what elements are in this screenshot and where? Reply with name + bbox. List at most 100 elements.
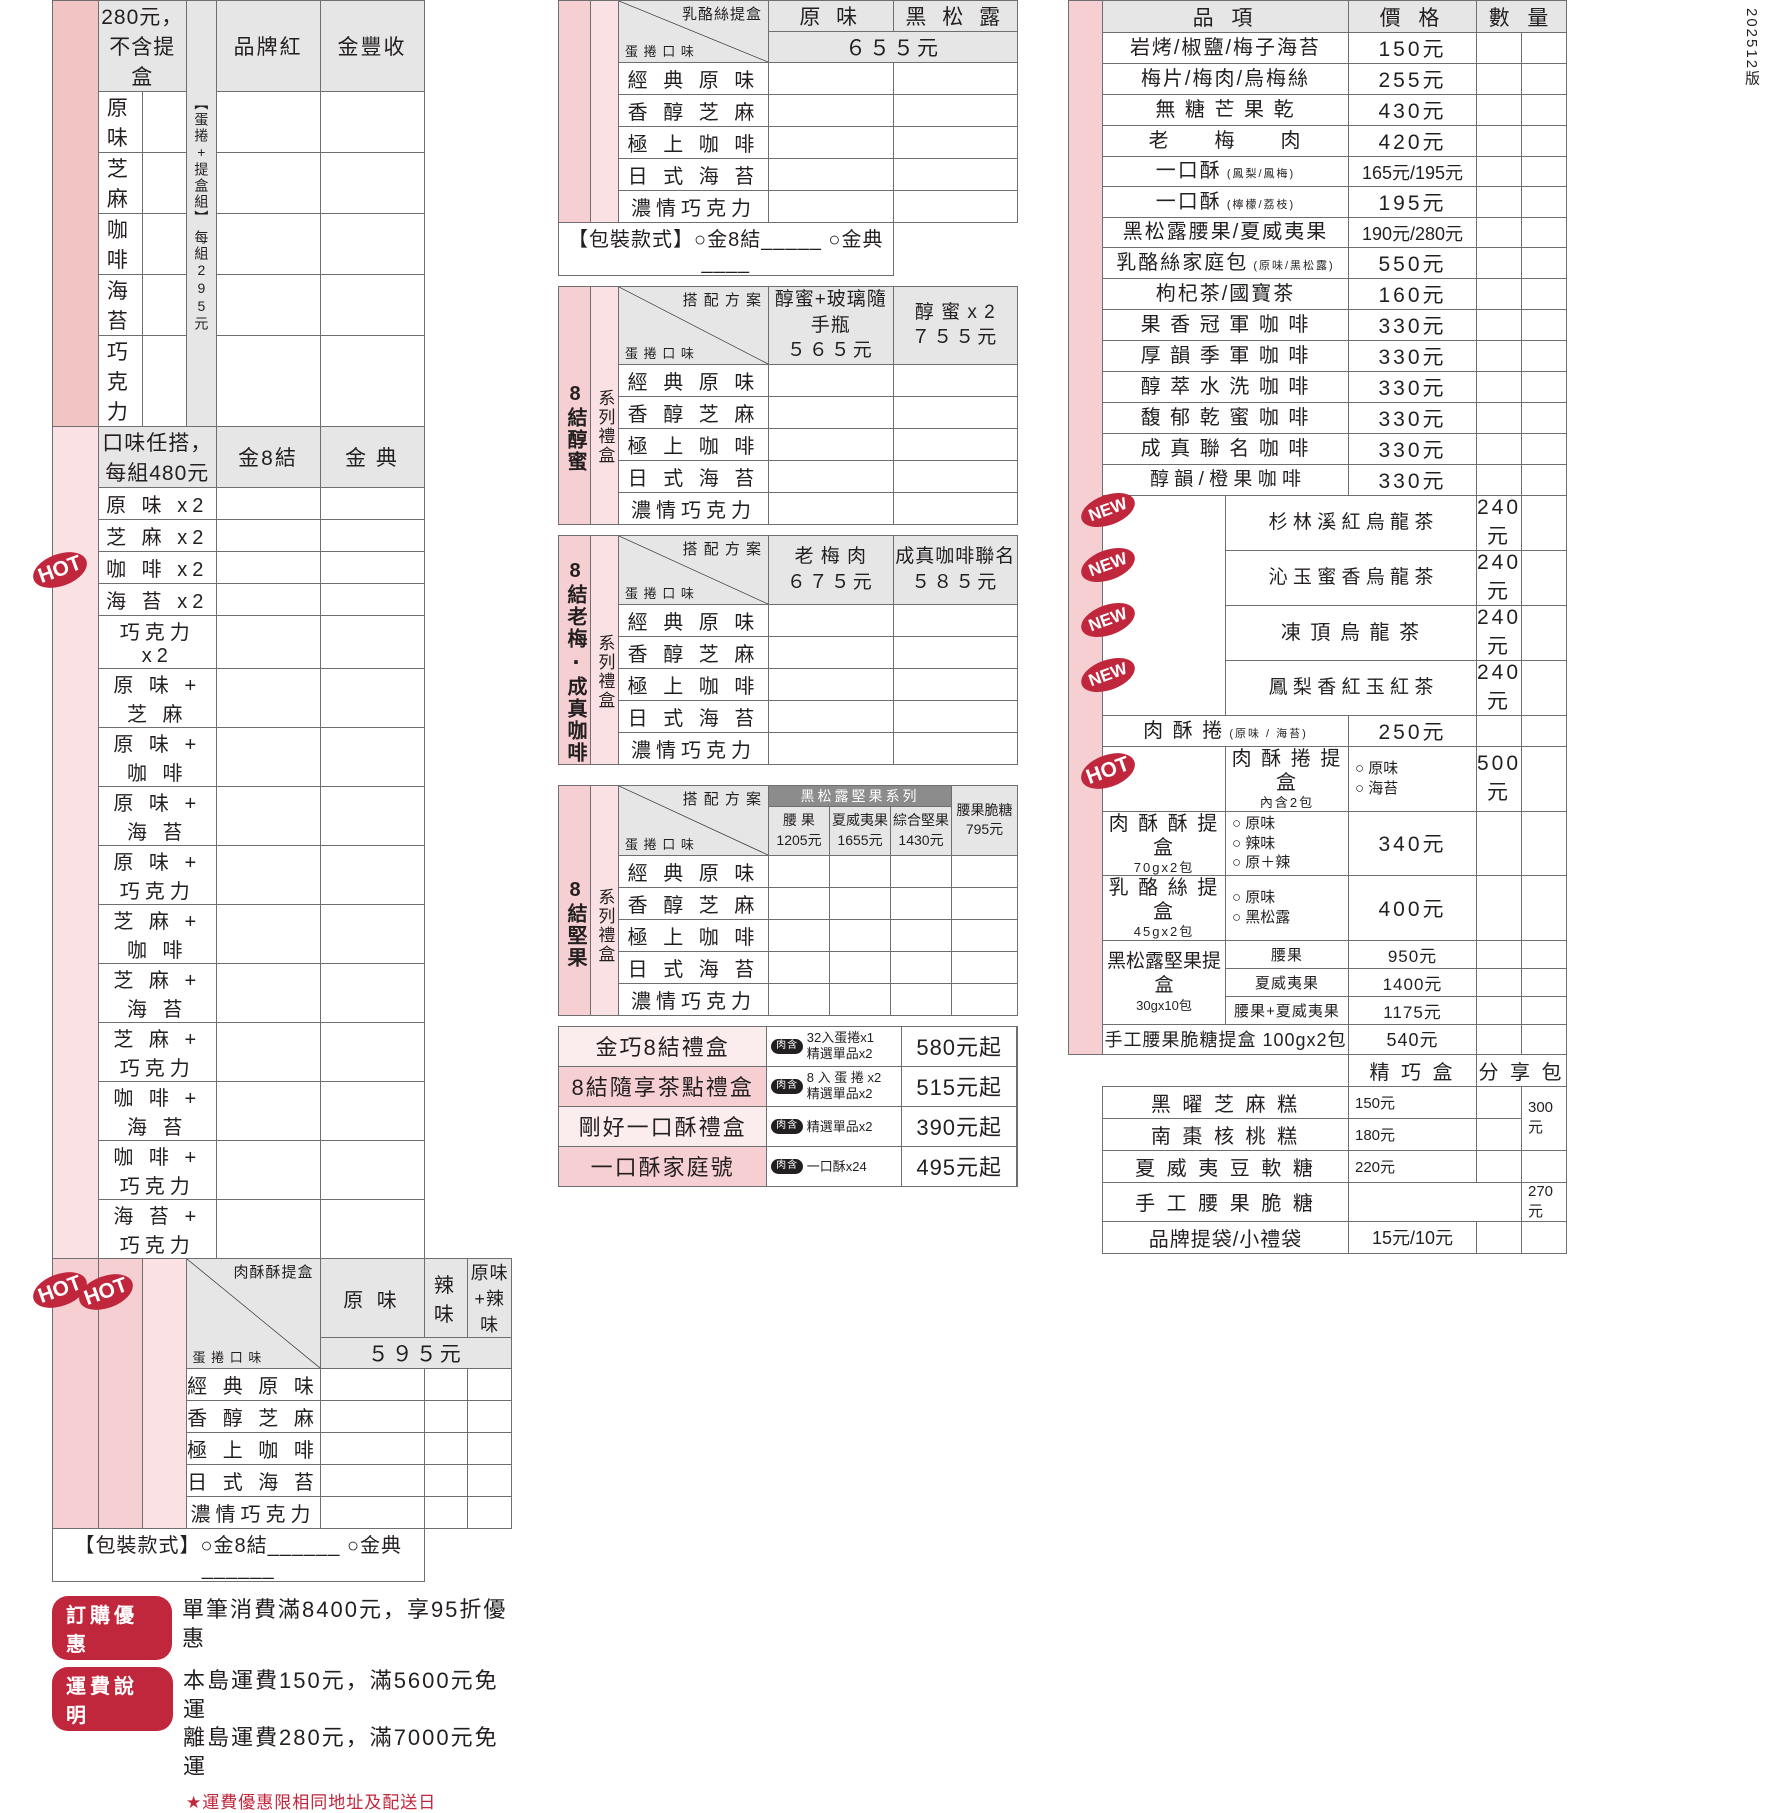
order-qty-cell[interactable] [1476,1220,1522,1254]
packaging-note[interactable]: 【包裝款式】○金8結_____ ○金典 ____ [558,222,894,276]
order-qty-cell[interactable] [215,152,321,214]
order-qty-cell[interactable] [215,1199,321,1259]
order-qty-cell[interactable] [141,274,187,336]
order-qty-cell[interactable] [892,395,1018,429]
order-qty-cell[interactable] [768,459,894,493]
order-qty-cell[interactable] [215,551,321,584]
order-qty-cell[interactable] [1476,94,1522,126]
order-qty-cell[interactable] [319,1368,425,1401]
order-qty-cell[interactable] [1476,156,1522,187]
order-qty-cell[interactable] [768,94,894,127]
order-qty-cell[interactable] [319,1400,425,1433]
order-qty-cell[interactable] [890,854,952,888]
order-qty-cell[interactable] [319,91,425,153]
order-qty-cell[interactable] [467,1432,512,1465]
order-qty-cell[interactable] [1476,939,1522,969]
order-qty-cell[interactable] [892,491,1018,525]
order-qty-cell[interactable] [1521,660,1567,716]
order-qty-cell[interactable] [319,335,425,427]
order-qty-cell[interactable] [1521,495,1567,551]
order-qty-cell[interactable] [951,918,1018,952]
order-qty-cell[interactable] [1521,746,1567,812]
order-qty-cell[interactable] [829,886,891,920]
order-qty-cell[interactable] [890,950,952,984]
order-qty-cell[interactable] [768,854,830,888]
item-option[interactable]: ○ 海苔 [1355,779,1399,797]
order-qty-cell[interactable] [467,1368,512,1401]
nutbox-option-label[interactable]: 腰果+夏威夷果 [1225,995,1349,1025]
order-qty-cell[interactable] [215,963,321,1023]
order-qty-cell[interactable] [768,886,830,920]
order-qty-cell[interactable] [890,918,952,952]
order-qty-cell[interactable] [892,126,1018,159]
order-qty-cell[interactable] [319,1199,425,1259]
order-qty-cell[interactable] [215,335,321,427]
order-qty-cell[interactable] [319,1464,425,1497]
order-qty-cell[interactable] [1521,715,1567,747]
order-qty-cell[interactable] [1521,247,1567,279]
packaging-note[interactable]: 【包裝款式】○金8結______ ○金典______ [52,1528,425,1582]
order-qty-cell[interactable] [319,274,425,336]
order-qty-cell[interactable] [319,487,425,520]
order-qty-cell[interactable] [1476,464,1522,496]
order-qty-cell[interactable] [1015,1025,1019,1067]
order-qty-cell[interactable] [1476,340,1522,372]
order-qty-cell[interactable] [951,950,1018,984]
order-qty-cell[interactable] [1521,125,1567,157]
order-qty-cell[interactable] [1521,550,1567,606]
order-qty-cell[interactable] [215,1022,321,1082]
order-qty-cell[interactable] [423,1400,469,1433]
order-qty-cell[interactable] [1521,156,1567,187]
order-qty-cell[interactable] [1521,371,1567,403]
order-qty-cell[interactable] [829,950,891,984]
order-qty-cell[interactable] [1521,186,1567,218]
order-qty-cell[interactable] [892,635,1018,669]
order-qty-cell[interactable] [423,1496,469,1529]
order-qty-cell[interactable] [1476,309,1522,341]
order-qty-cell[interactable] [319,963,425,1023]
order-qty-cell[interactable] [768,126,894,159]
order-qty-cell[interactable] [215,668,321,728]
order-qty-cell[interactable] [1521,967,1567,997]
order-qty-cell[interactable] [141,152,187,214]
order-qty-cell[interactable] [1476,32,1522,64]
item-options[interactable]: ○ 原味 ○ 黑松露 [1225,875,1349,941]
order-qty-cell[interactable] [141,213,187,275]
order-qty-cell[interactable] [892,603,1018,637]
order-qty-cell[interactable] [829,918,891,952]
order-qty-cell[interactable] [1476,1023,1522,1055]
order-qty-cell[interactable] [319,904,425,964]
order-qty-cell[interactable] [1521,94,1567,126]
order-qty-cell[interactable] [1476,1117,1522,1151]
order-qty-cell[interactable] [215,519,321,552]
order-qty-cell[interactable] [1521,32,1567,64]
order-qty-cell[interactable] [1476,217,1522,248]
order-qty-cell[interactable] [768,62,894,95]
order-qty-cell[interactable] [892,94,1018,127]
order-qty-cell[interactable] [1521,217,1567,248]
order-qty-cell[interactable] [215,213,321,275]
order-qty-cell[interactable] [951,854,1018,888]
order-qty-cell[interactable] [1476,715,1522,747]
order-qty-cell[interactable] [319,786,425,846]
item-option[interactable]: ○ 黑松露 [1232,908,1291,926]
order-qty-cell[interactable] [892,427,1018,461]
order-qty-cell[interactable] [892,667,1018,701]
order-qty-cell[interactable] [1476,247,1522,279]
order-qty-cell[interactable] [319,668,425,728]
order-qty-cell[interactable] [1521,309,1567,341]
order-qty-cell[interactable] [1476,433,1522,465]
order-qty-cell[interactable] [423,1368,469,1401]
order-qty-cell[interactable] [892,699,1018,733]
order-qty-cell[interactable] [319,1081,425,1141]
order-qty-cell[interactable] [467,1464,512,1497]
order-qty-cell[interactable] [768,731,894,765]
order-qty-cell[interactable] [1476,810,1522,877]
order-qty-cell[interactable] [1476,402,1522,434]
order-qty-cell[interactable] [1476,995,1522,1025]
order-qty-cell[interactable] [1015,1105,1019,1147]
order-qty-cell[interactable] [768,491,894,525]
order-qty-cell[interactable] [319,615,425,669]
order-qty-cell[interactable] [319,1022,425,1082]
nutbox-option-label[interactable]: 夏威夷果 [1225,967,1349,997]
